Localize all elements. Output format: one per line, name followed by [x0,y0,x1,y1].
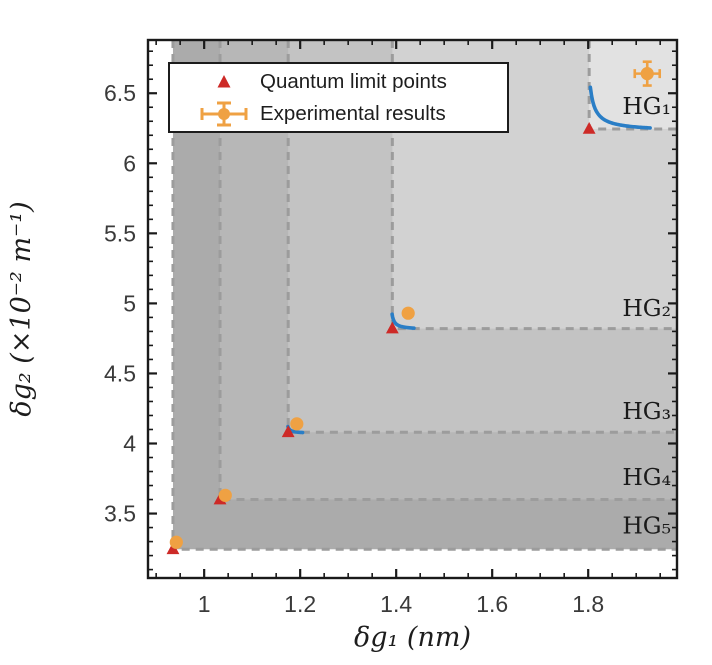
legend: Quantum limit points Experimental result… [168,62,509,133]
region-label-HG₃: HG₃ [622,397,671,425]
errorbar-point-icon [200,101,248,126]
region-label-HG₄: HG₄ [622,463,671,491]
quantum-limit-curve-hg2 [390,312,416,330]
region-label-HG₁: HG₁ [622,92,671,120]
quantum-limit-point-hg1 [582,121,596,134]
quantum-limit-point-hg3 [281,425,295,438]
y-tick-label: 6.5 [104,80,136,106]
legend-item-quantum-limit-points: Quantum limit points [170,67,507,97]
y-tick-label: 6 [123,150,136,176]
x-tick-label: 1.2 [284,591,316,617]
experimental-point-hg3 [290,417,304,431]
quantum-limit-point-hg2 [385,321,399,334]
quantum-limit-curve-hg1 [588,85,652,130]
region-label-HG₅: HG₅ [622,511,671,539]
y-tick-label: 5 [123,290,136,316]
x-tick-label: 1 [198,591,211,617]
legend-circle-marker [218,107,230,120]
legend-label: Quantum limit points [260,69,447,93]
region-label-HG₂: HG₂ [622,294,671,322]
quantum-limit-point-hg5 [166,542,180,555]
y-tick-label: 4 [123,431,136,457]
experimental-point-hg2 [401,306,415,320]
experimental-point-hg4 [218,488,232,502]
y-tick-label: 4.5 [104,360,136,386]
region-HG₁ [589,40,677,129]
x-tick-label: 1.4 [380,591,412,617]
experimental-point-hg5 [169,535,183,549]
y-tick-label: 5.5 [104,220,136,246]
y-axis-label: δg₂ (×10⁻² m⁻¹) [6,201,37,416]
y-tick-label: 3.5 [104,501,136,527]
x-axis-label: δg₁ (nm) [354,622,471,653]
red-triangle-icon [217,74,231,87]
region-border-HG₂ [390,40,677,331]
legend-item-experimental-results: Experimental results [170,99,507,129]
legend-label: Experimental results [260,101,446,125]
x-tick-label: 1.6 [476,591,508,617]
x-tick-label: 1.8 [572,591,604,617]
axes-box [146,38,679,580]
legend-triangle-marker [217,74,231,87]
experimental-point-hg1 [640,67,654,81]
